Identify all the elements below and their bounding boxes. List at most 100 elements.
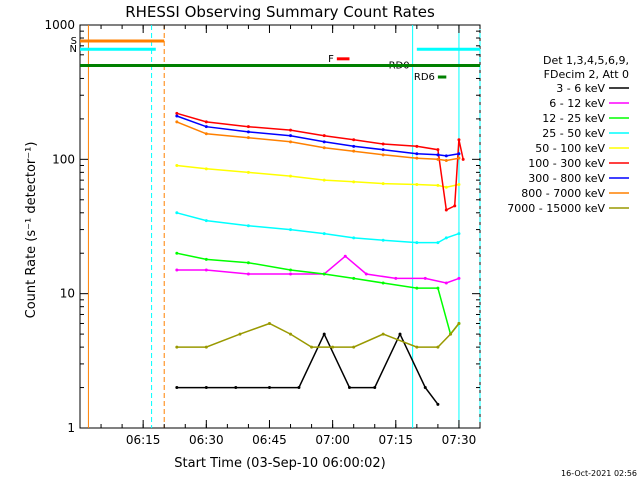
data-point-4-3 (289, 174, 293, 178)
legend-label-5: 100 - 300 keV (528, 157, 605, 170)
data-point-6-0 (175, 114, 179, 118)
data-point-0-9 (423, 386, 427, 390)
data-point-2-6 (381, 281, 385, 285)
plot-layer: 1 10 100 1000 06:15 06:30 06:45 07:00 07:15 07:30… (44, 18, 629, 447)
data-point-5-10 (453, 204, 457, 208)
data-point-4-10 (457, 182, 461, 186)
data-point-2-0 (175, 251, 179, 255)
data-point-3-5 (352, 236, 356, 240)
data-point-8-10 (436, 345, 440, 349)
data-point-1-5 (343, 254, 347, 258)
data-point-5-6 (381, 142, 385, 146)
data-point-2-1 (204, 257, 208, 261)
data-point-3-4 (322, 232, 326, 236)
x-tick-label: 06:45 (252, 433, 287, 447)
data-point-0-6 (347, 386, 351, 390)
data-point-1-9 (444, 281, 448, 285)
data-point-4-8 (436, 183, 440, 187)
data-point-0-1 (204, 386, 208, 390)
flag-label-4: N (70, 44, 77, 55)
data-point-6-10 (457, 152, 461, 156)
data-point-1-6 (364, 272, 368, 276)
y-axis-label: Count Rate (s⁻¹ detector⁻¹) (24, 142, 39, 319)
data-point-7-2 (246, 136, 250, 140)
data-point-0-8 (398, 332, 402, 336)
data-point-8-9 (415, 345, 419, 349)
data-point-8-6 (331, 345, 335, 349)
data-point-1-8 (423, 276, 427, 280)
data-point-8-7 (352, 345, 356, 349)
data-point-5-4 (322, 134, 326, 138)
x-tick-label: 07:15 (378, 433, 413, 447)
data-point-7-5 (352, 149, 356, 153)
data-point-0-2 (234, 386, 238, 390)
data-point-4-5 (352, 180, 356, 184)
data-point-5-12 (461, 157, 465, 161)
legend-label-3: 25 - 50 keV (542, 127, 605, 140)
data-point-6-9 (444, 154, 448, 158)
data-point-6-8 (436, 153, 440, 157)
data-point-0-5 (322, 332, 326, 336)
data-point-3-8 (436, 241, 440, 245)
x-tick-label: 07:30 (442, 433, 477, 447)
x-axis-label: Start Time (03-Sep-10 06:00:02) (174, 456, 385, 471)
legend-header-line-2: FDecim 2, Att 0 (544, 68, 629, 81)
data-point-7-8 (436, 157, 440, 161)
series-line-3 (176, 212, 460, 244)
data-point-1-2 (246, 272, 250, 276)
data-point-8-2 (238, 332, 242, 336)
data-point-7-1 (204, 132, 208, 136)
data-point-4-1 (204, 167, 208, 171)
legend-label-7: 800 - 7000 keV (521, 187, 605, 200)
data-point-6-4 (322, 140, 326, 144)
data-point-4-2 (246, 170, 250, 174)
data-point-0-3 (267, 386, 271, 390)
data-point-2-8 (436, 286, 440, 290)
data-point-4-6 (381, 182, 385, 186)
data-point-8-11 (449, 332, 453, 336)
data-point-6-5 (352, 144, 356, 148)
y-tick-label: 1000 (44, 18, 75, 32)
data-point-7-0 (175, 120, 179, 124)
data-point-6-2 (246, 130, 250, 134)
data-point-1-7 (394, 276, 398, 280)
data-point-4-7 (415, 182, 419, 186)
data-point-1-0 (175, 268, 179, 272)
data-point-5-5 (352, 138, 356, 142)
data-point-7-10 (457, 156, 461, 160)
data-point-5-2 (246, 125, 250, 129)
data-point-5-1 (204, 120, 208, 124)
data-point-0-4 (297, 386, 301, 390)
data-point-5-9 (444, 208, 448, 212)
legend-label-0: 3 - 6 keV (556, 82, 605, 95)
data-point-5-0 (175, 111, 179, 115)
chart-title: RHESSI Observing Summary Count Rates (125, 3, 435, 21)
legend-header-line-1: Det 1,3,4,5,6,9, (543, 54, 629, 67)
data-point-1-3 (289, 272, 293, 276)
series-line-2 (176, 252, 460, 336)
data-point-0-0 (175, 386, 179, 390)
data-point-3-7 (415, 241, 419, 245)
data-point-0-10 (436, 402, 440, 406)
data-point-5-7 (415, 144, 419, 148)
data-point-7-6 (381, 153, 385, 157)
data-point-3-2 (246, 224, 250, 228)
data-point-5-3 (289, 128, 293, 132)
data-point-4-9 (444, 185, 448, 189)
data-point-6-6 (381, 148, 385, 152)
data-point-6-1 (204, 125, 208, 129)
data-point-7-4 (322, 146, 326, 150)
data-point-7-3 (289, 140, 293, 144)
data-point-2-3 (289, 268, 293, 272)
data-point-2-7 (415, 286, 419, 290)
legend-label-1: 6 - 12 keV (549, 97, 605, 110)
data-point-7-9 (444, 159, 448, 163)
x-tick-label: 07:00 (315, 433, 350, 447)
data-point-7-7 (415, 156, 419, 160)
data-point-3-10 (457, 232, 461, 236)
data-point-2-2 (246, 261, 250, 265)
data-point-3-3 (289, 228, 293, 232)
data-point-3-1 (204, 219, 208, 223)
